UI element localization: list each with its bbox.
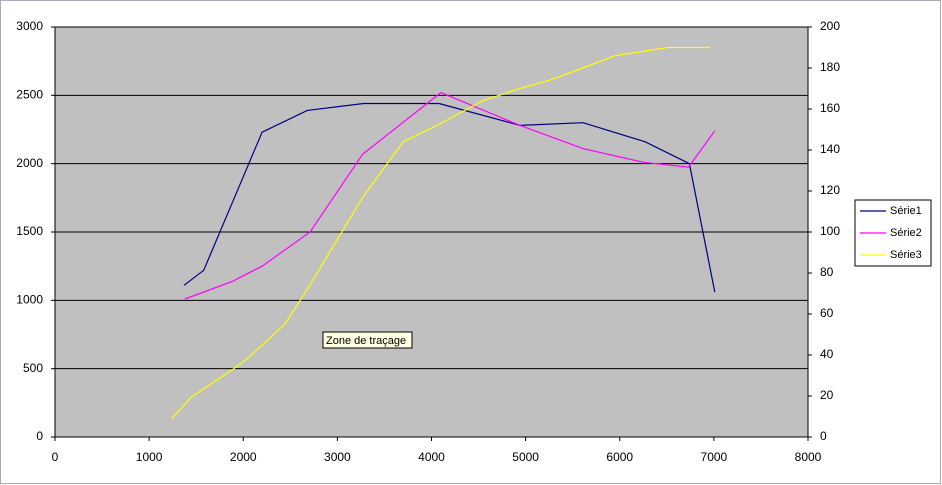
series-line <box>171 46 711 420</box>
legend-label: Série2 <box>890 227 922 239</box>
annotation-text: Zone de traçage <box>326 335 406 347</box>
x-tick-label: 4000 <box>418 450 445 464</box>
y2-tick-label: 80 <box>820 265 834 279</box>
y-tick-label: 0 <box>36 429 43 443</box>
x-tick-label: 5000 <box>512 450 539 464</box>
y2-tick-label: 0 <box>820 429 827 443</box>
y-tick-label: 500 <box>23 361 43 375</box>
x-tick-label: 0 <box>52 450 59 464</box>
annotation-box <box>322 331 413 349</box>
x-tick-label: 7000 <box>701 450 728 464</box>
y-tick-label: 2500 <box>16 88 43 102</box>
x-tick-label: 2000 <box>230 450 257 464</box>
y2-tick-label: 160 <box>820 101 840 115</box>
y2-tick-label: 40 <box>820 347 834 361</box>
y-tick-label: 1000 <box>16 293 43 307</box>
y-tick-label: 3000 <box>16 19 43 33</box>
series-line <box>184 91 716 300</box>
y-tick-label: 1500 <box>16 224 43 238</box>
annotation: Zone de traçage <box>322 331 413 349</box>
legend-label: Série1 <box>890 205 922 217</box>
x-tick-label: 1000 <box>136 450 163 464</box>
legend: Série1 Série2 Série3 <box>854 199 932 267</box>
y2-tick-label: 180 <box>820 60 840 74</box>
y2-tick-label: 20 <box>820 388 834 402</box>
x-tick-label: 3000 <box>324 450 351 464</box>
y2-tick-label: 200 <box>820 19 840 33</box>
y2-tick-label: 100 <box>820 224 840 238</box>
legend-label: Série3 <box>890 249 922 261</box>
y-tick-label: 2000 <box>16 156 43 170</box>
series-line <box>183 102 716 293</box>
y2-tick-label: 140 <box>820 142 840 156</box>
y2-tick-label: 120 <box>820 183 840 197</box>
x-tick-label: 6000 <box>606 450 633 464</box>
x-tick-label: 8000 <box>795 450 822 464</box>
y2-tick-label: 60 <box>820 306 834 320</box>
